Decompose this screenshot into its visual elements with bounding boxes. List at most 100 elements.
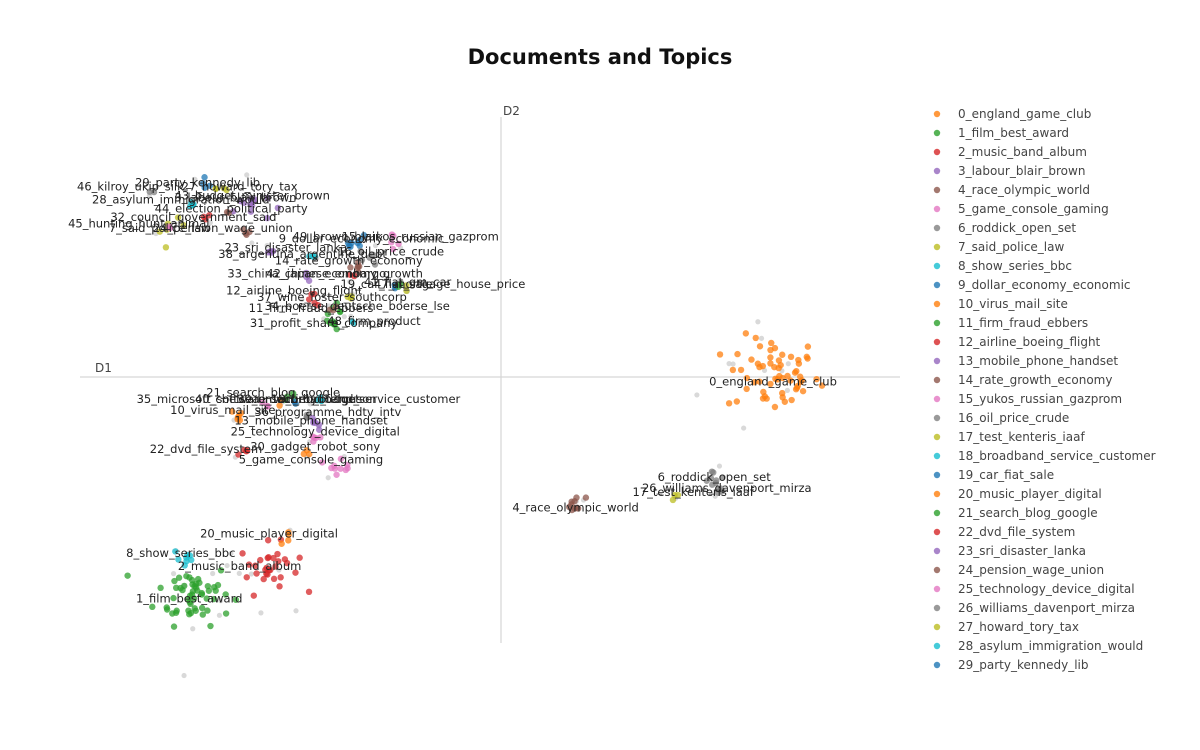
legend-item[interactable]: 29_party_kennedy_lib bbox=[934, 658, 1089, 672]
legend-item[interactable]: 1_film_best_award bbox=[934, 126, 1069, 140]
legend-marker bbox=[934, 130, 940, 136]
document-point[interactable] bbox=[757, 343, 763, 349]
chart-title: Documents and Topics bbox=[468, 45, 733, 69]
legend-item[interactable]: 14_rate_growth_economy bbox=[934, 373, 1113, 387]
document-point[interactable] bbox=[163, 244, 169, 250]
legend-item[interactable]: 18_broadband_service_customer bbox=[934, 449, 1156, 463]
legend-marker bbox=[934, 168, 940, 174]
document-point[interactable] bbox=[800, 388, 806, 394]
document-point[interactable] bbox=[251, 592, 257, 598]
document-point[interactable] bbox=[260, 576, 266, 582]
document-point[interactable] bbox=[192, 605, 198, 611]
document-point[interactable] bbox=[333, 472, 339, 478]
document-point[interactable] bbox=[200, 611, 206, 617]
document-point[interactable] bbox=[199, 605, 205, 611]
document-point[interactable] bbox=[772, 404, 778, 410]
document-point[interactable] bbox=[777, 362, 783, 368]
legend-item[interactable]: 7_said_police_law bbox=[934, 240, 1065, 254]
legend-item[interactable]: 11_firm_fraud_ebbers bbox=[934, 316, 1088, 330]
legend-item[interactable]: 4_race_olympic_world bbox=[934, 183, 1090, 197]
document-point[interactable] bbox=[796, 360, 802, 366]
document-point[interactable] bbox=[734, 351, 740, 357]
document-point[interactable] bbox=[788, 354, 794, 360]
legend-item[interactable]: 26_williams_davenport_mirza bbox=[934, 601, 1135, 615]
document-point[interactable] bbox=[768, 340, 774, 346]
document-point[interactable] bbox=[124, 572, 130, 578]
legend-item[interactable]: 0_england_game_club bbox=[934, 107, 1092, 121]
document-point[interactable] bbox=[176, 575, 182, 581]
document-point[interactable] bbox=[793, 368, 799, 374]
document-point[interactable] bbox=[772, 345, 778, 351]
document-point[interactable] bbox=[805, 343, 811, 349]
document-point[interactable] bbox=[726, 400, 732, 406]
legend-item[interactable]: 16_oil_price_crude bbox=[934, 411, 1069, 425]
document-point[interactable] bbox=[177, 585, 183, 591]
legend-item[interactable]: 25_technology_device_digital bbox=[934, 582, 1135, 596]
outlier-document-point bbox=[217, 613, 222, 618]
document-point[interactable] bbox=[730, 367, 736, 373]
legend-marker bbox=[934, 434, 940, 440]
legend-marker bbox=[934, 206, 940, 212]
legend-item[interactable]: 27_howard_tory_tax bbox=[934, 620, 1079, 634]
document-point[interactable] bbox=[788, 397, 794, 403]
legend-item[interactable]: 20_music_player_digital bbox=[934, 487, 1102, 501]
document-point[interactable] bbox=[186, 611, 192, 617]
legend-item[interactable]: 28_asylum_immigration_would bbox=[934, 639, 1143, 653]
document-point[interactable] bbox=[767, 360, 773, 366]
document-point[interactable] bbox=[743, 330, 749, 336]
legend-marker bbox=[934, 282, 940, 288]
document-point[interactable] bbox=[748, 356, 754, 362]
legend-item[interactable]: 3_labour_blair_brown bbox=[934, 164, 1086, 178]
legend-item[interactable]: 9_dollar_economy_economic bbox=[934, 278, 1131, 292]
legend-label: 14_rate_growth_economy bbox=[958, 373, 1112, 387]
topic-label: 43_budget_minister_brown bbox=[175, 188, 330, 202]
document-point[interactable] bbox=[164, 606, 170, 612]
document-point[interactable] bbox=[157, 585, 163, 591]
document-point[interactable] bbox=[779, 352, 785, 358]
document-point[interactable] bbox=[239, 550, 245, 556]
legend-item[interactable]: 23_sri_disaster_lanka bbox=[934, 544, 1086, 558]
legend-item[interactable]: 17_test_kenteris_iaaf bbox=[934, 430, 1086, 444]
legend-label: 2_music_band_album bbox=[958, 145, 1087, 159]
document-point[interactable] bbox=[756, 364, 762, 370]
legend-item[interactable]: 24_pension_wage_union bbox=[934, 563, 1104, 577]
legend-item[interactable]: 6_roddick_open_set bbox=[934, 221, 1077, 235]
legend-item[interactable]: 2_music_band_album bbox=[934, 145, 1087, 159]
legend-marker bbox=[934, 624, 940, 630]
document-point[interactable] bbox=[767, 354, 773, 360]
document-point[interactable] bbox=[195, 576, 201, 582]
document-point[interactable] bbox=[271, 576, 277, 582]
document-point[interactable] bbox=[278, 541, 284, 547]
legend-item[interactable]: 21_search_blog_google bbox=[934, 506, 1098, 520]
document-point[interactable] bbox=[223, 610, 229, 616]
document-point[interactable] bbox=[207, 623, 213, 629]
document-point[interactable] bbox=[171, 623, 177, 629]
legend-item[interactable]: 8_show_series_bbc bbox=[934, 259, 1072, 273]
legend-marker bbox=[934, 567, 940, 573]
document-point[interactable] bbox=[753, 335, 759, 341]
legend-label: 11_firm_fraud_ebbers bbox=[958, 316, 1088, 330]
document-point[interactable] bbox=[306, 589, 312, 595]
document-point[interactable] bbox=[804, 354, 810, 360]
legend-item[interactable]: 19_car_fiat_sale bbox=[934, 468, 1054, 482]
plot-area[interactable]: D1 D2 0_england_game_club1_film_best_awa… bbox=[68, 104, 900, 678]
document-point[interactable] bbox=[734, 398, 740, 404]
document-point[interactable] bbox=[717, 351, 723, 357]
document-point[interactable] bbox=[276, 583, 282, 589]
legend-item[interactable]: 12_airline_boeing_flight bbox=[934, 335, 1101, 349]
document-point[interactable] bbox=[277, 574, 283, 580]
legend-item[interactable]: 5_game_console_gaming bbox=[934, 202, 1109, 216]
legend-item[interactable]: 10_virus_mail_site bbox=[934, 297, 1068, 311]
document-point[interactable] bbox=[169, 610, 175, 616]
legend-item[interactable]: 22_dvd_file_system bbox=[934, 525, 1075, 539]
legend-item[interactable]: 13_mobile_phone_handset bbox=[934, 354, 1119, 368]
legend-item[interactable]: 15_yukos_russian_gazprom bbox=[934, 392, 1122, 406]
legend-marker bbox=[934, 339, 940, 345]
legend-label: 10_virus_mail_site bbox=[958, 297, 1068, 311]
document-point[interactable] bbox=[244, 574, 250, 580]
document-point[interactable] bbox=[763, 395, 769, 401]
document-point[interactable] bbox=[738, 367, 744, 373]
outlier-document-point bbox=[786, 361, 791, 366]
document-point[interactable] bbox=[779, 390, 785, 396]
legend-label: 17_test_kenteris_iaaf bbox=[958, 430, 1085, 444]
